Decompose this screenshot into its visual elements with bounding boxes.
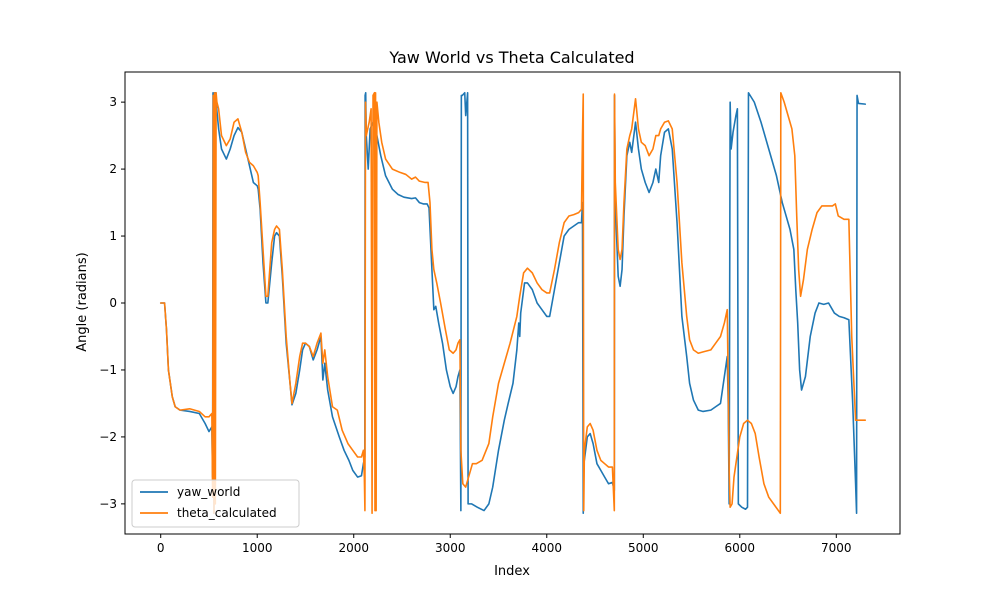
x-tick-label: 7000: [821, 541, 852, 555]
y-tick-label: 1: [109, 229, 117, 243]
legend-label-theta-calculated: theta_calculated: [177, 506, 277, 520]
x-tick-label: 3000: [435, 541, 466, 555]
y-tick-label: −3: [99, 497, 117, 511]
x-tick-label: 5000: [628, 541, 659, 555]
y-tick-label: −1: [99, 363, 117, 377]
legend-box: [131, 479, 300, 528]
plot-area: [159, 91, 867, 515]
y-tick-label: 2: [109, 162, 117, 176]
legend-label-yaw-world: yaw_world: [177, 485, 240, 499]
legend: yaw_world theta_calculated: [131, 479, 300, 528]
y-tick-label: −2: [99, 430, 117, 444]
series-line-theta-calculated: [159, 91, 867, 515]
y-tick-label: 3: [109, 95, 117, 109]
series-line-yaw-world: [159, 91, 867, 515]
x-tick-label: 6000: [725, 541, 756, 555]
chart-title: Yaw World vs Theta Calculated: [388, 48, 634, 67]
y-tick-label: 0: [109, 296, 117, 310]
x-tick-label: 1000: [242, 541, 273, 555]
x-tick-label: 4000: [531, 541, 562, 555]
x-tick-label: 0: [157, 541, 165, 555]
x-axis-label: Index: [494, 564, 530, 579]
y-axis-label: Angle (radians): [75, 252, 90, 351]
x-tick-label: 2000: [338, 541, 369, 555]
axes: 0 1000 2000 3000 4000 5000 6000 7000 −3 −2 −1 0 1 2 3: [99, 71, 901, 555]
